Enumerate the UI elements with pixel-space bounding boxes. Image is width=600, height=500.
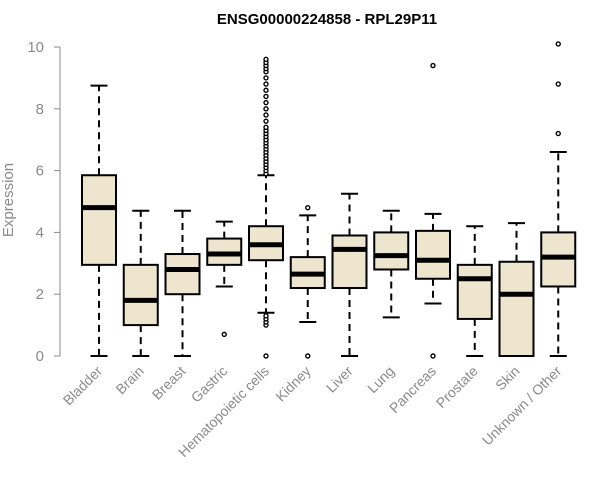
outlier-point [263, 118, 269, 124]
box-skin [498, 222, 535, 358]
y-tick-label: 8 [36, 101, 44, 118]
iqr-box [81, 174, 117, 266]
y-tick-label: 4 [36, 224, 44, 241]
outlier-point [263, 353, 269, 359]
x-tick-label: Lung [364, 363, 397, 396]
y-tick-label: 10 [27, 39, 44, 56]
outlier-point [555, 130, 561, 137]
x-tick-label: Unknown / Other [479, 363, 565, 449]
outlier-point [305, 353, 311, 359]
box-prostate [456, 225, 493, 357]
outlier-point [263, 106, 269, 112]
iqr-box [415, 229, 451, 280]
iqr-box [456, 263, 493, 320]
outlier-point [263, 75, 269, 81]
x-tick-label: Skin [492, 363, 523, 394]
y-tick-label: 2 [36, 286, 44, 303]
box-unknown-other [540, 41, 577, 357]
box-breast [164, 209, 201, 357]
box-gastric [206, 220, 243, 338]
outlier-point [263, 81, 269, 87]
box-pancreas [415, 62, 451, 359]
outlier-point [263, 56, 269, 63]
box-bladder [81, 84, 117, 357]
outlier-point [221, 331, 227, 338]
outlier-point [555, 81, 561, 87]
x-tick-label: Bladder [60, 363, 106, 409]
y-axis: 0 2 4 6 8 10 [27, 39, 61, 365]
y-tick-label: 6 [36, 163, 44, 180]
box-hematopoietic-cells [248, 56, 284, 359]
outlier-point [263, 124, 269, 131]
x-tick-label: Breast [149, 363, 189, 403]
box-lung [373, 209, 410, 319]
outlier-point [263, 93, 269, 100]
x-tick-label: Kidney [272, 363, 314, 405]
chart-title: ENSG00000224858 - RPL29P11 [217, 11, 437, 28]
x-tick-label: Prostate [433, 363, 481, 411]
x-tick-label: Liver [323, 363, 356, 396]
outlier-point [555, 41, 561, 47]
outlier-point [263, 112, 269, 118]
iqr-box [164, 253, 201, 296]
outlier-point [263, 313, 269, 319]
outlier-point [305, 204, 311, 211]
y-axis-label: Expression [0, 163, 17, 237]
iqr-box [331, 234, 368, 290]
box-kidney [289, 204, 326, 359]
outlier-point [430, 62, 436, 69]
outlier-point [263, 87, 269, 93]
y-tick-label: 0 [36, 348, 44, 365]
outlier-point [263, 99, 269, 106]
box-liver [331, 192, 368, 357]
iqr-box [122, 263, 159, 327]
boxes [81, 41, 577, 359]
box-brain [122, 209, 159, 357]
iqr-box [373, 231, 410, 271]
x-tick-label: Brain [112, 363, 146, 397]
iqr-box [498, 260, 535, 358]
outlier-point [430, 353, 436, 359]
